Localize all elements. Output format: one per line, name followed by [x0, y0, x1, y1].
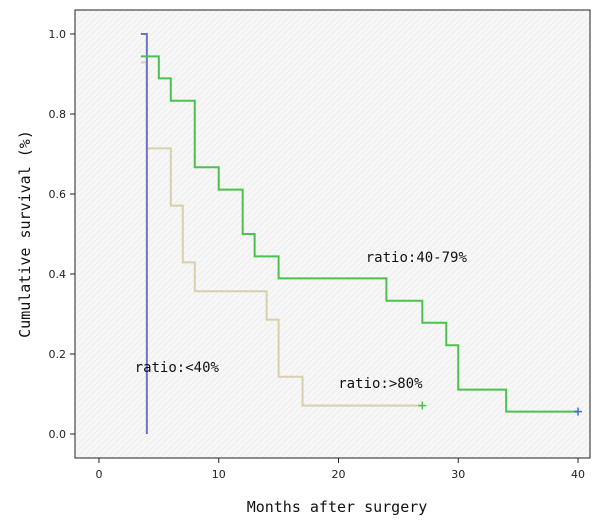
- survival-curve-1: [140, 55, 579, 413]
- series-layer: [140, 33, 583, 434]
- x-tick-label: 40: [571, 468, 585, 481]
- y-tick-label: 0.0: [49, 428, 67, 441]
- plot-background: [75, 10, 590, 458]
- plot-frame: [74, 9, 591, 459]
- x-tick-label: 0: [95, 468, 102, 481]
- y-tick-label: 1.0: [49, 28, 67, 41]
- x-tick-label: 20: [331, 468, 345, 481]
- y-tick-label: 0.6: [49, 188, 67, 201]
- y-tick-label: 0.8: [49, 108, 67, 121]
- y-tick-label: 0.2: [49, 348, 67, 361]
- axis-layer: 0 10 20 30 40 0.0 0.2 0.4 0.6 0.8 1.0: [49, 28, 586, 481]
- survival-curve-0: [140, 33, 148, 434]
- series-annotation: ratio:>80%: [338, 376, 423, 392]
- x-tick-label: 30: [451, 468, 465, 481]
- series-annotation: ratio:<40%: [135, 360, 220, 376]
- survival-curve-2: [140, 61, 423, 407]
- series-annotation: ratio:40-79%: [366, 250, 468, 266]
- x-tick-label: 10: [212, 468, 226, 481]
- censor-mark: [418, 401, 427, 410]
- x-axis-title: Months after surgery: [247, 498, 428, 516]
- y-axis-title: Cumulative survival (%): [16, 130, 34, 338]
- annotation-layer: ratio:40-79% ratio:<40% ratio:>80%: [135, 250, 468, 392]
- censor-mark: [574, 407, 583, 416]
- y-tick-label: 0.4: [49, 268, 67, 281]
